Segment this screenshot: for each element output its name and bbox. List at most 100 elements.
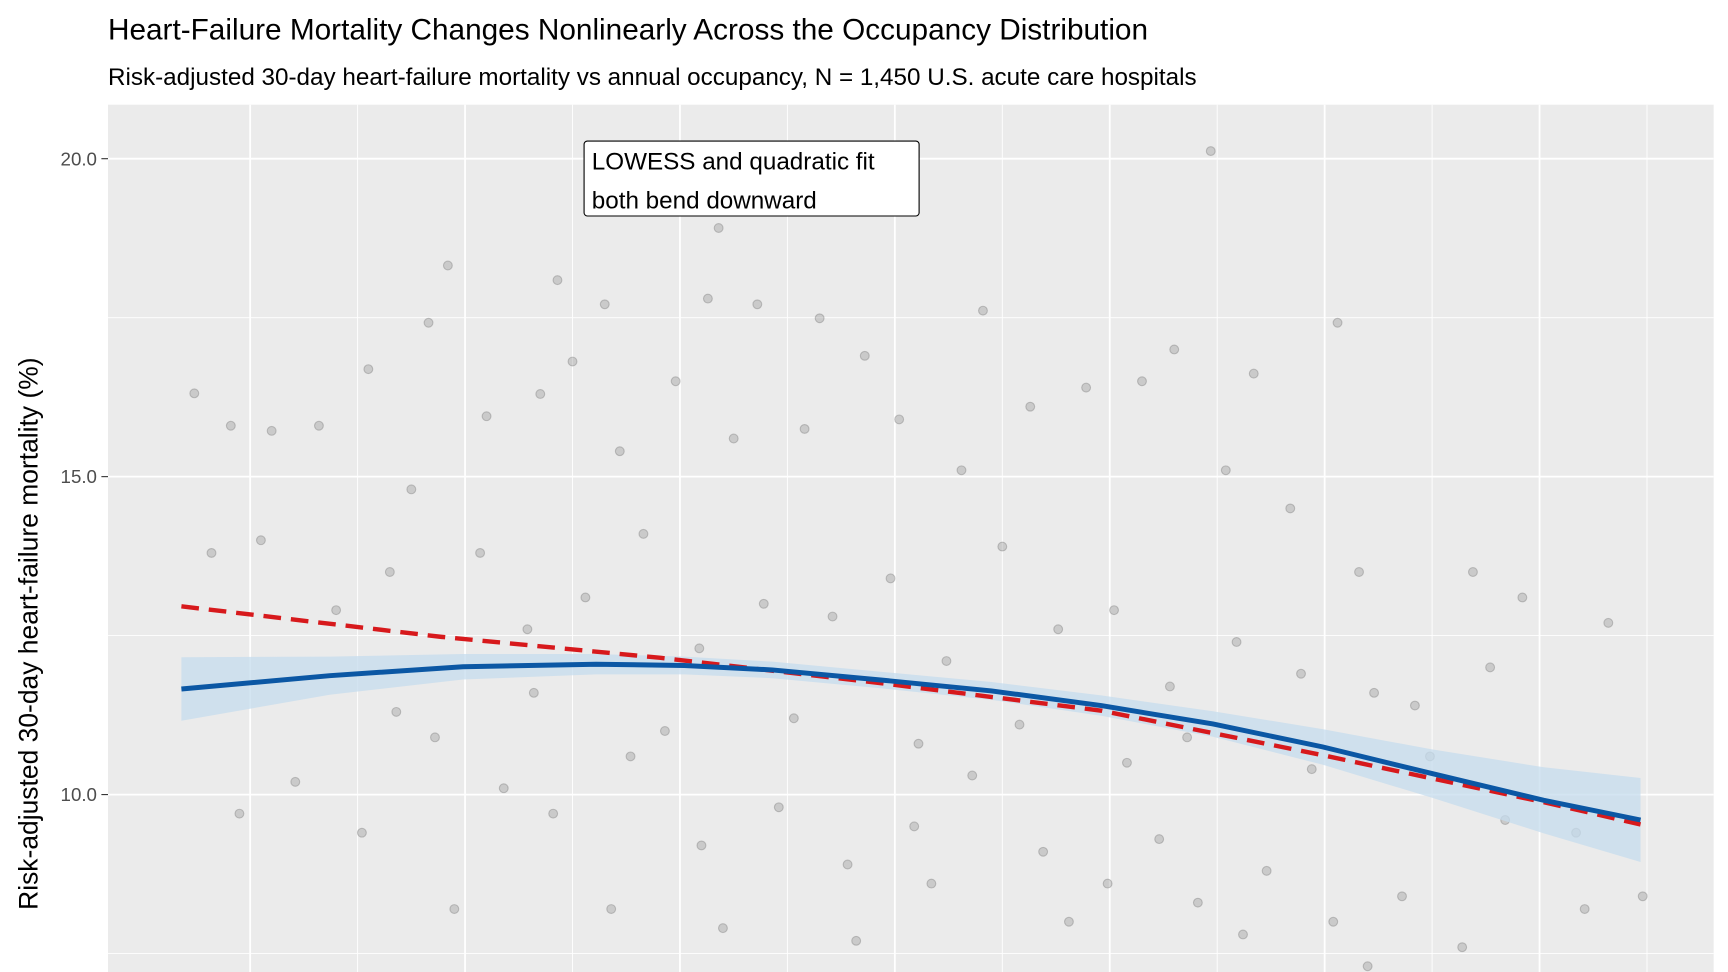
data-point — [1238, 929, 1248, 940]
data-point — [1397, 891, 1407, 902]
data-point — [956, 465, 967, 476]
data-point — [926, 878, 937, 889]
data-point — [1457, 942, 1468, 953]
annotation-line-1: LOWESS and quadratic fit — [592, 149, 875, 176]
data-point — [1354, 567, 1364, 577]
data-point — [851, 935, 862, 946]
data-point — [206, 547, 217, 558]
data-point — [255, 535, 266, 546]
y-axis: 10.0 15.0 20.0 — [61, 148, 108, 805]
data-point — [625, 751, 636, 762]
data-point — [1154, 834, 1165, 845]
data-point — [1014, 719, 1025, 730]
data-point — [1328, 916, 1339, 927]
data-point — [702, 293, 713, 304]
data-point — [614, 446, 625, 457]
data-point — [967, 770, 978, 781]
data-point — [638, 528, 649, 539]
data-point — [1164, 681, 1175, 692]
data-point — [548, 808, 559, 819]
data-point — [1332, 317, 1343, 328]
data-point — [1485, 662, 1496, 673]
data-point — [773, 802, 784, 813]
data-point — [894, 414, 905, 425]
data-point — [659, 726, 670, 736]
data-point — [522, 624, 533, 635]
data-point — [713, 223, 724, 233]
data-point — [859, 350, 870, 361]
data-point — [814, 313, 825, 324]
annotation: LOWESS and quadratic fit both bend downw… — [583, 140, 920, 217]
data-point — [758, 598, 769, 609]
data-point — [567, 356, 578, 367]
data-point — [599, 299, 610, 310]
y-axis-label: Risk-adjusted 30-day heart-failure morta… — [13, 357, 43, 909]
data-point — [290, 776, 301, 787]
data-point — [1121, 757, 1132, 768]
data-point — [1369, 687, 1380, 698]
data-point — [535, 389, 546, 399]
data-point — [1248, 368, 1259, 379]
data-point — [1137, 376, 1147, 387]
data-point — [1517, 592, 1528, 603]
data-point — [1306, 764, 1317, 775]
data-point — [528, 687, 539, 698]
data-point — [1285, 503, 1296, 514]
data-point — [430, 732, 440, 743]
data-point — [1081, 382, 1092, 393]
data-point — [1205, 146, 1216, 157]
data-point — [1102, 878, 1113, 889]
y-tick-label: 10.0 — [61, 784, 97, 805]
data-point — [580, 592, 591, 603]
data-point — [391, 706, 402, 717]
plot-panel — [108, 104, 1714, 972]
data-point — [842, 859, 853, 870]
data-point — [1467, 567, 1478, 577]
data-point — [788, 713, 799, 724]
data-point — [1169, 344, 1180, 355]
data-point — [266, 425, 277, 436]
data-point — [552, 275, 563, 286]
data-point — [1231, 637, 1242, 647]
chart-title: Heart-Failure Mortality Changes Nonlinea… — [108, 14, 1148, 47]
data-point — [1261, 865, 1272, 876]
data-point — [1192, 897, 1203, 908]
data-point — [498, 783, 509, 794]
data-point — [670, 376, 681, 387]
data-point — [978, 305, 988, 316]
data-point — [1182, 732, 1193, 743]
data-point — [1603, 617, 1614, 628]
data-point — [363, 364, 374, 375]
data-point — [997, 541, 1008, 552]
data-point — [728, 433, 739, 444]
data-point — [799, 423, 810, 434]
data-point — [1409, 700, 1420, 711]
data-point — [913, 738, 924, 749]
data-point — [331, 605, 342, 616]
data-point — [1025, 401, 1036, 412]
data-point — [449, 904, 460, 914]
data-point — [1038, 846, 1049, 857]
y-tick-label: 15.0 — [61, 466, 97, 487]
data-point — [1053, 624, 1064, 635]
data-point — [1579, 904, 1590, 914]
y-tick-label: 20.0 — [61, 148, 97, 169]
data-point — [827, 611, 838, 622]
data-point — [1637, 891, 1648, 902]
annotation-box — [583, 140, 920, 217]
data-point — [752, 299, 763, 310]
data-point — [1063, 916, 1074, 927]
data-point — [941, 656, 952, 666]
quadratic-fit-line — [181, 604, 1642, 827]
chart-subtitle: Risk-adjusted 30-day heart-failure morta… — [108, 64, 1197, 91]
data-point — [694, 643, 705, 654]
data-point — [1220, 465, 1231, 476]
data-point — [1362, 961, 1373, 972]
data-point — [442, 260, 453, 271]
data-point — [1109, 605, 1120, 616]
data-point — [384, 567, 395, 577]
data-point — [696, 840, 707, 851]
data-point — [481, 411, 492, 422]
data-point — [406, 484, 417, 495]
lowess-fit-line — [181, 661, 1642, 823]
